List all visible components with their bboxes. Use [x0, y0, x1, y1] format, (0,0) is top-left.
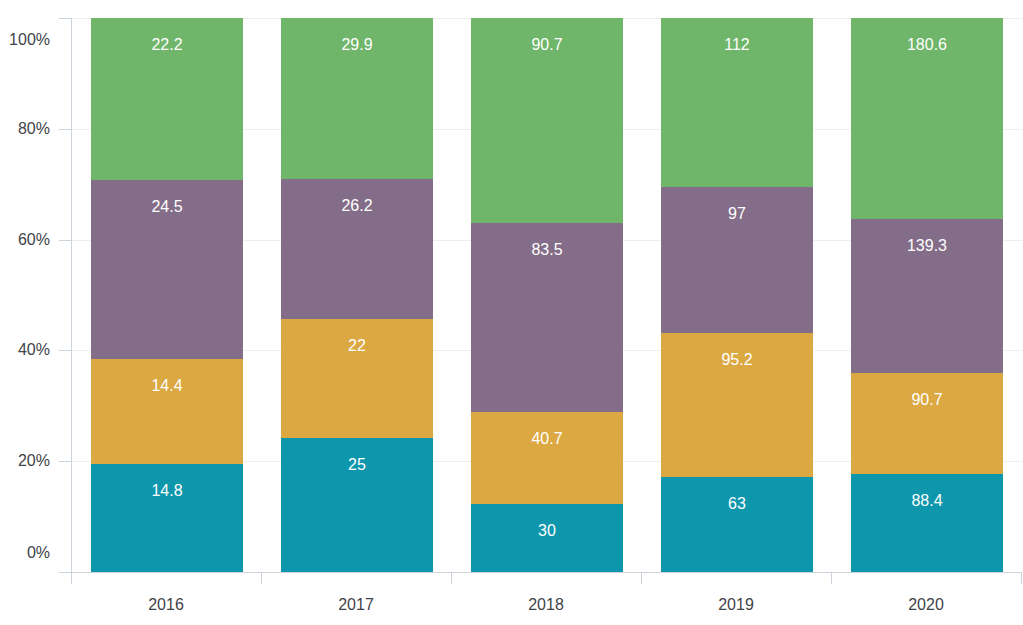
bar-segment-2018-purple[interactable]: 83.5	[471, 223, 623, 412]
x-axis-tick	[1021, 573, 1022, 584]
bar-segment-2016-teal[interactable]: 14.8	[91, 464, 243, 572]
y-axis-tick	[59, 240, 71, 241]
data-label-2018-green: 90.7	[471, 36, 623, 53]
data-label-2019-gold: 95.2	[661, 351, 813, 368]
y-axis-tick	[59, 350, 71, 351]
x-axis-tick	[261, 573, 262, 584]
bar-2016: 14.8 14.4 24.5 22.2	[91, 18, 243, 572]
y-axis-tick	[59, 18, 71, 19]
bar-segment-2020-teal[interactable]: 88.4	[851, 474, 1003, 572]
bar-segment-2020-purple[interactable]: 139.3	[851, 219, 1003, 373]
data-label-2017-teal: 25	[281, 456, 433, 473]
data-label-2020-green: 180.6	[851, 36, 1003, 53]
data-label-2019-green: 112	[661, 36, 813, 53]
data-label-2016-teal: 14.8	[91, 482, 243, 499]
bar-segment-2017-gold[interactable]: 22	[281, 319, 433, 438]
x-axis-tick	[641, 573, 642, 584]
bar-segment-2017-purple[interactable]: 26.2	[281, 179, 433, 319]
data-label-2017-green: 29.9	[281, 36, 433, 53]
bar-segment-2019-teal[interactable]: 63	[661, 477, 813, 572]
data-label-2020-purple: 139.3	[851, 237, 1003, 254]
bar-segment-2016-gold[interactable]: 14.4	[91, 359, 243, 464]
data-label-2016-green: 22.2	[91, 36, 243, 53]
x-axis-tick	[451, 573, 452, 584]
x-axis-tick	[831, 573, 832, 584]
y-axis-tick	[59, 461, 71, 462]
y-axis-label-40pct: 40%	[0, 340, 50, 360]
bar-segment-2018-teal[interactable]: 30	[471, 504, 623, 572]
bar-2019: 63 95.2 97 112	[661, 18, 813, 572]
y-axis-line	[71, 18, 72, 572]
bar-segment-2016-purple[interactable]: 24.5	[91, 180, 243, 359]
y-axis-label-80pct: 80%	[0, 119, 50, 139]
data-label-2018-gold: 40.7	[471, 430, 623, 447]
x-axis-label-2020: 2020	[856, 595, 996, 614]
data-label-2020-gold: 90.7	[851, 391, 1003, 408]
data-label-2016-purple: 24.5	[91, 198, 243, 215]
x-axis-label-2017: 2017	[286, 595, 426, 614]
bar-segment-2018-green[interactable]: 90.7	[471, 18, 623, 223]
data-label-2020-teal: 88.4	[851, 492, 1003, 509]
bar-2018: 30 40.7 83.5 90.7	[471, 18, 623, 572]
data-label-2019-purple: 97	[661, 205, 813, 222]
bar-segment-2018-gold[interactable]: 40.7	[471, 412, 623, 504]
bar-segment-2017-green[interactable]: 29.9	[281, 18, 433, 179]
bar-segment-2020-green[interactable]: 180.6	[851, 18, 1003, 219]
data-label-2017-purple: 26.2	[281, 197, 433, 214]
data-label-2018-teal: 30	[471, 522, 623, 539]
bar-segment-2019-green[interactable]: 112	[661, 18, 813, 187]
bar-2020: 88.4 90.7 139.3 180.6	[851, 18, 1003, 572]
y-axis-label-100pct: 100%	[0, 30, 50, 50]
x-axis-label-2018: 2018	[476, 595, 616, 614]
bar-segment-2019-purple[interactable]: 97	[661, 187, 813, 333]
bar-segment-2019-gold[interactable]: 95.2	[661, 333, 813, 477]
data-label-2018-purple: 83.5	[471, 241, 623, 258]
bar-2017: 25 22 26.2 29.9	[281, 18, 433, 572]
y-axis-label-20pct: 20%	[0, 451, 50, 471]
x-axis-tick	[71, 573, 72, 584]
x-axis-line	[71, 572, 1022, 573]
y-axis-tick	[59, 129, 71, 130]
bar-segment-2016-green[interactable]: 22.2	[91, 18, 243, 180]
data-label-2017-gold: 22	[281, 337, 433, 354]
data-label-2016-gold: 14.4	[91, 377, 243, 394]
y-axis-label-60pct: 60%	[0, 230, 50, 250]
bar-segment-2020-gold[interactable]: 90.7	[851, 373, 1003, 474]
x-axis-label-2019: 2019	[666, 595, 806, 614]
y-axis-label-0pct: 0%	[0, 543, 50, 563]
data-label-2019-teal: 63	[661, 495, 813, 512]
stacked-bar-chart: 0%20%40%60%80%100% 20162017201820192020 …	[0, 0, 1023, 625]
x-axis-label-2016: 2016	[96, 595, 236, 614]
bar-segment-2017-teal[interactable]: 25	[281, 438, 433, 572]
y-axis-tick	[59, 572, 71, 573]
